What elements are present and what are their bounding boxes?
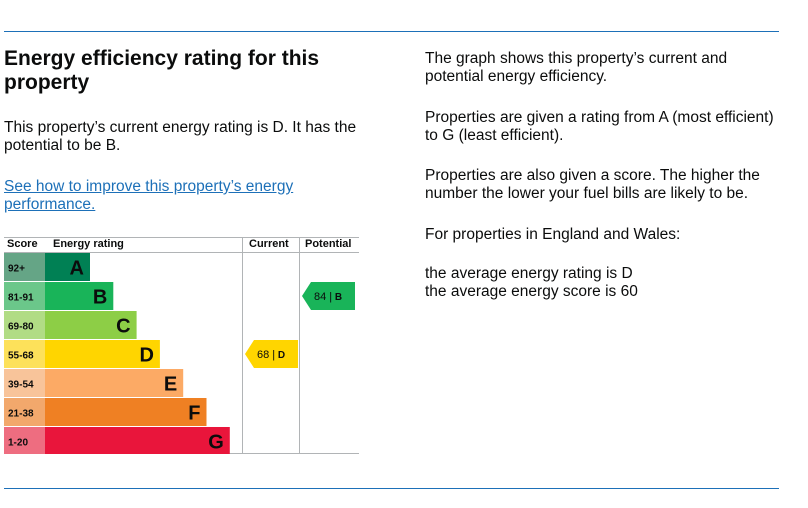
rating-bar-a [45,253,90,281]
average-score-text: the average energy score is 60 [425,283,638,300]
bottom-divider [4,488,779,489]
score-cell-b [4,282,45,310]
potential-rating-label: 84 | B [314,291,342,303]
energy-rating-graph: 92+ A 81-91 B 69-80 C 55-68 D 39-54 E 21-38 F 1-20 G 6… [4,237,359,454]
potential-header: Potential [305,238,352,250]
energy-rating-header: Energy rating [53,238,124,250]
score-cell-g [4,427,45,454]
info-rating-text: Properties are given a rating from A (mo… [425,109,774,144]
rating-bar-d [45,340,160,368]
top-divider [4,31,779,32]
score-range-c: 69-80 [8,322,34,333]
rating-bar-b [45,282,114,310]
current-header: Current [249,238,289,250]
score-range-g: 1-20 [8,438,28,449]
info-region-text: For properties in England and Wales: [425,226,681,243]
rating-letter-c: C [116,316,130,338]
potential-rating-arrow [302,282,355,310]
rating-bar-c [45,311,137,339]
page-title: Energy efficiency rating for this proper… [4,47,320,94]
rating-letter-f: F [188,403,200,425]
info-score-text: Properties are also given a score. The h… [425,167,760,202]
current-rating-text: This property’s current energy rating is… [4,119,357,154]
rating-bar-f [45,398,207,426]
current-rating-arrow [245,340,298,368]
energy-rating-chart: 92+ A 81-91 B 69-80 C 55-68 D 39-54 E 21-38 F 1-20 G 6… [4,237,359,454]
score-range-f: 21-38 [8,409,34,420]
score-range-a: 92+ [8,264,25,275]
score-range-e: 39-54 [8,380,34,391]
score-range-b: 81-91 [8,293,34,304]
rating-letter-g: G [208,432,224,454]
rating-bar-e [45,369,184,397]
rating-letter-b: B [93,287,107,309]
improve-energy-link[interactable]: See how to improve this property’s energ… [4,178,294,213]
rating-letter-d: D [139,345,153,367]
score-cell-e [4,369,45,397]
current-rating-label: 68 | D [257,349,285,361]
score-cell-a [4,253,45,281]
score-cell-c [4,311,45,339]
rating-letter-a: A [70,258,84,280]
score-range-d: 55-68 [8,351,34,362]
rating-letter-e: E [164,374,177,396]
score-cell-d [4,340,45,368]
score-header: Score [7,238,38,250]
average-rating-text: the average energy rating is D [425,265,633,282]
rating-bar-g [45,427,230,454]
info-graph-text: The graph shows this property’s current … [425,50,728,85]
score-cell-f [4,398,45,426]
